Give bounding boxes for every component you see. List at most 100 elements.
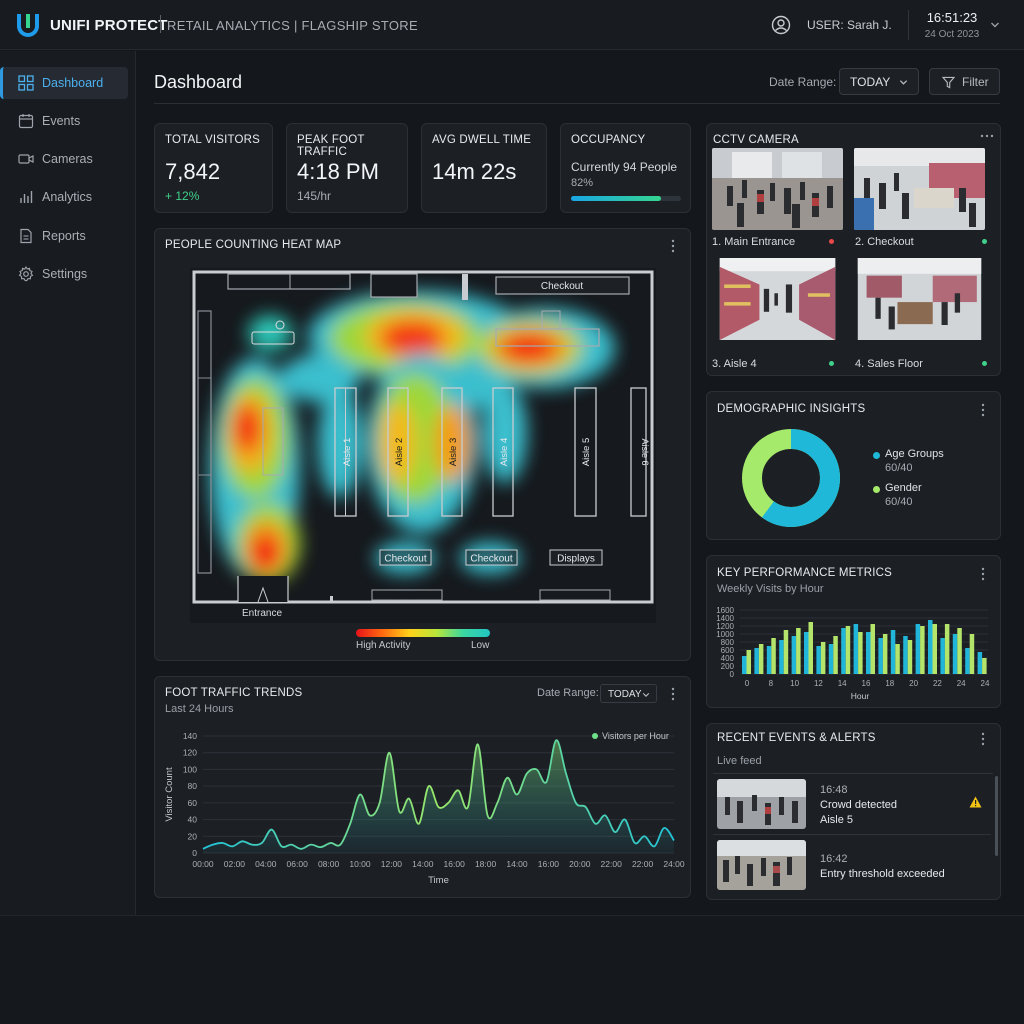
user-avatar-icon[interactable] (771, 15, 791, 35)
foot-traffic-title: FOOT TRAFFIC TRENDS (165, 687, 303, 699)
camera-status-dot-green (982, 361, 987, 366)
y-tick-label: 400 (721, 654, 735, 663)
occupancy-percent: 82% (571, 177, 594, 189)
more-icon[interactable] (981, 403, 985, 417)
bar (779, 640, 784, 674)
sidebar-item-label: Cameras (42, 152, 93, 166)
chevron-down-icon (899, 80, 908, 85)
stat-card-peak-foot-traffic[interactable]: PEAK FOOT TRAFFIC 4:18 PM 145/hr (286, 123, 408, 213)
traffic-area (203, 740, 674, 853)
footer-area (0, 915, 1024, 1024)
chevron-down-icon[interactable] (990, 20, 1000, 30)
x-tick-label: 08:00 (318, 859, 340, 869)
sidebar-item-dashboard[interactable]: Dashboard (0, 67, 128, 99)
y-tick-label: 600 (721, 646, 735, 655)
bar (858, 632, 863, 674)
y-tick-label: 800 (721, 638, 735, 647)
more-icon[interactable] (980, 134, 994, 138)
more-icon[interactable] (671, 687, 675, 701)
sidebar-item-settings[interactable]: Settings (3, 258, 128, 290)
legend-dot-gender (873, 486, 880, 493)
bar (952, 634, 958, 674)
page-title: Dashboard (154, 72, 243, 92)
more-icon[interactable] (981, 732, 985, 746)
x-tick-label: 12:00 (381, 859, 403, 869)
foot-traffic-range-select[interactable]: TODAY (600, 684, 657, 703)
bar (791, 636, 797, 674)
camera-feed-main-entrance[interactable] (712, 148, 843, 230)
bar (796, 628, 801, 674)
bar (742, 656, 747, 674)
y-tick-label: 0 (730, 670, 735, 679)
bar (977, 652, 983, 674)
clock-time: 16:51:23 (926, 10, 978, 25)
x-tick-label: 22:00 (601, 859, 623, 869)
donut-segment-primary (742, 429, 840, 527)
document-icon (20, 228, 32, 244)
bar (907, 640, 913, 674)
x-tick-label: 16:00 (444, 859, 466, 869)
legend-label: Visitors per Hour (602, 731, 669, 741)
sidebar-item-reports[interactable]: Reports (3, 220, 128, 252)
sidebar-item-cameras[interactable]: Cameras (3, 143, 128, 175)
stat-label: AVG DWELL TIME (432, 134, 532, 146)
more-icon[interactable] (671, 239, 675, 253)
demographics-title: DEMOGRAPHIC INSIGHTS (717, 403, 866, 415)
sidebar-item-analytics[interactable]: Analytics (3, 181, 128, 213)
y-tick-label: 1600 (716, 606, 734, 615)
x-tick-label: 18 (885, 679, 894, 688)
x-tick-label: 14:00 (506, 859, 528, 869)
events-card: RECENT EVENTS & ALERTS Live feed 16:48 C… (706, 723, 1001, 900)
unifi-logo-icon[interactable] (16, 12, 40, 38)
sidebar: Dashboard Events Cameras Analytics Repor… (0, 51, 136, 915)
events-divider (713, 773, 993, 774)
map-label-aisle-3: Aisle 3 (448, 438, 459, 467)
y-tick-label: 120 (183, 748, 197, 758)
camera-label: 4. Sales Floor (855, 358, 923, 370)
foot-traffic-subtitle: Last 24 Hours (165, 703, 234, 715)
bar (882, 634, 888, 674)
bar (957, 628, 962, 674)
stat-card-total-visitors[interactable]: TOTAL VISITORS 7,842 + 12% (154, 123, 273, 213)
sidebar-item-events[interactable]: Events (3, 105, 128, 137)
events-scrollbar[interactable] (995, 776, 998, 856)
date-range-select[interactable]: TODAY (839, 68, 919, 95)
camera-feed-sales-floor[interactable] (854, 258, 985, 340)
stat-card-occupancy[interactable]: OCCUPANCY Currently 94 People 82% (560, 123, 691, 213)
demographics-donut (742, 429, 840, 527)
gear-icon (18, 266, 34, 282)
y-tick-label: 20 (188, 831, 198, 841)
bar (890, 630, 896, 674)
map-label-aisle-4: Aisle 4 (499, 438, 510, 467)
more-icon[interactable] (981, 567, 985, 581)
stat-card-avg-dwell-time[interactable]: AVG DWELL TIME 14m 22s (421, 123, 547, 213)
bar (965, 648, 970, 674)
filter-button[interactable]: Filter (929, 68, 1000, 95)
sidebar-item-label: Reports (42, 229, 86, 243)
camera-status-dot-green (829, 361, 834, 366)
date-range-label: Date Range: (769, 75, 837, 89)
bar (853, 624, 859, 674)
camera-feed-aisle-4[interactable] (712, 258, 843, 340)
stat-value: 4:18 PM (297, 159, 379, 184)
y-tick-label: 40 (188, 815, 198, 825)
map-label-checkout-a: Checkout (384, 554, 426, 565)
cctv-title: CCTV CAMERA (713, 134, 799, 146)
y-tick-label: 0 (192, 848, 197, 858)
bar (915, 624, 921, 674)
y-tick-label: 1400 (716, 614, 734, 623)
event-time: 16:48 (820, 784, 848, 796)
filter-label: Filter (962, 74, 989, 89)
map-label-aisle-2: Aisle 2 (394, 438, 405, 467)
x-tick-label: 8 (769, 679, 774, 688)
camera-feed-checkout[interactable] (854, 148, 985, 230)
user-info[interactable]: USER: Sarah J. (807, 18, 892, 32)
event-item[interactable]: 16:48 Crowd detected Aisle 5 (713, 776, 991, 831)
brand-divider (160, 15, 161, 33)
event-item[interactable]: 16:42 Entry threshold exceeded (713, 837, 991, 892)
stat-label: TOTAL VISITORS (165, 134, 261, 146)
y-tick-label: 140 (183, 731, 197, 741)
bar (746, 650, 751, 674)
legend-dot (592, 733, 598, 739)
